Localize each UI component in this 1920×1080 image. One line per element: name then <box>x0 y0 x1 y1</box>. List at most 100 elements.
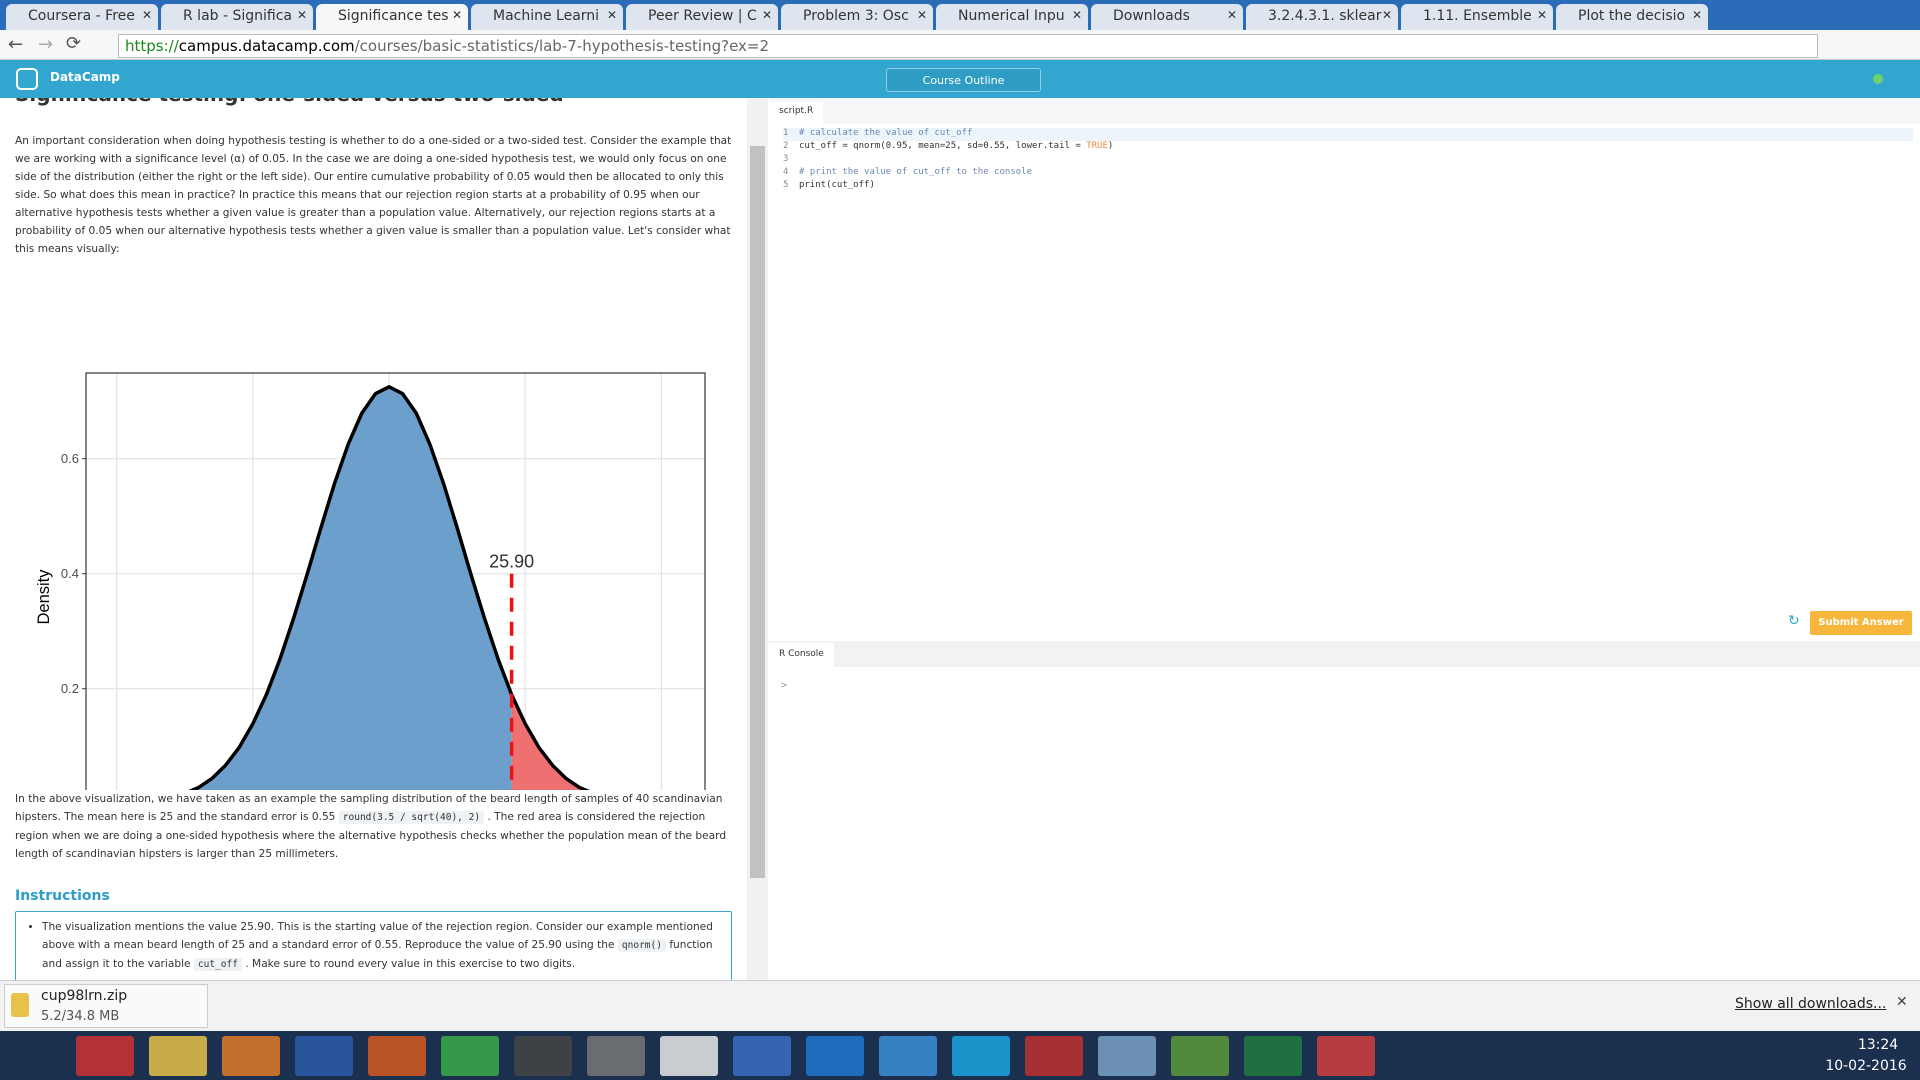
file-icon <box>11 993 29 1017</box>
y-tick-label: 0.2 <box>61 681 79 696</box>
taskbar-icon[interactable] <box>149 1036 207 1076</box>
taskbar-icon[interactable] <box>1171 1036 1229 1076</box>
after-text: In the above visualization, we have take… <box>15 790 733 863</box>
text: . The red area is considered the rejecti… <box>15 811 727 860</box>
inline-code: cut_off <box>193 958 242 971</box>
status-dot <box>1873 74 1883 84</box>
code-token: print(cut_off) <box>799 180 875 190</box>
browser-tab[interactable]: Problem 3: Osc ✕ <box>781 4 933 30</box>
submit-button[interactable]: Submit Answer <box>1810 611 1912 635</box>
taskbar-icon[interactable] <box>587 1036 645 1076</box>
back-button[interactable]: ← <box>8 34 24 55</box>
taskbar-icon[interactable] <box>879 1036 937 1076</box>
text: . Make sure to round every value in this… <box>241 958 576 970</box>
code-line: 3 <box>783 154 1913 167</box>
browser-tab[interactable]: Coursera - Free ✕ <box>6 4 158 30</box>
scrollbar[interactable] <box>747 98 768 980</box>
code-line: 5 print(cut_off) <box>783 180 1913 193</box>
tab-close: ✕ <box>296 8 307 22</box>
reset-button[interactable]: ↻ <box>1788 613 1800 629</box>
editor-tabbar: script.R <box>769 98 1920 124</box>
code-line: 1 # calculate the value of cut_off <box>783 128 1913 141</box>
browser-tab[interactable]: Numerical Inpu ✕ <box>936 4 1088 30</box>
density-chart: 0.00.20.40.6232425262725.90Hipster beard… <box>35 372 706 790</box>
line-number: 1 <box>783 128 789 138</box>
intro-text: An important consideration when doing hy… <box>15 135 732 255</box>
taskbar-icon[interactable] <box>1025 1036 1083 1076</box>
tab-title: Numerical Inpu <box>958 8 1065 24</box>
browser-tab[interactable]: Downloads ✕ <box>1091 4 1243 30</box>
code-line: 4 # print the value of cut_off to the con… <box>783 167 1913 180</box>
tab-close: ✕ <box>761 8 772 22</box>
line-number: 2 <box>783 141 789 151</box>
download-item[interactable]: cup98lrn.zip 5.2/34.8 MB <box>4 984 208 1028</box>
browser-tab[interactable]: R lab - Significa ✕ <box>161 4 313 30</box>
code-editor[interactable]: 1 # calculate the value of cut_off 2 cut_of… <box>769 128 1920 208</box>
taskbar-icon[interactable] <box>1098 1036 1156 1076</box>
code-token: # calculate the value of cut_off <box>799 128 973 138</box>
code-token: # print the value of cut_off to the cons… <box>799 167 1032 177</box>
console-tab[interactable]: R Console <box>769 643 834 667</box>
brand[interactable]: DataCamp <box>50 70 120 84</box>
address-bar[interactable]: https://campus.datacamp.com/courses/basi… <box>118 34 1818 58</box>
tab-title: Significance tes <box>338 8 449 24</box>
url-path: /courses/basic-statistics/lab-7-hypothes… <box>354 37 770 55</box>
tab-close: ✕ <box>1536 8 1547 22</box>
taskbar-icon[interactable] <box>733 1036 791 1076</box>
course-outline[interactable]: Course Outline <box>886 68 1041 92</box>
browser-tab[interactable]: 1.11. Ensemble ✕ <box>1401 4 1553 30</box>
y-tick-label: 0.6 <box>61 451 79 466</box>
density-line <box>188 385 590 790</box>
close-downloads[interactable]: ✕ <box>1896 994 1908 1010</box>
tab-close: ✕ <box>141 8 152 22</box>
tab-close: ✕ <box>916 8 927 22</box>
scroll-thumb[interactable] <box>750 146 765 878</box>
tab-title: Peer Review | C <box>648 8 757 24</box>
lesson-pane: Significance testing: one-sided versus t… <box>0 98 747 980</box>
download-bar: cup98lrn.zip 5.2/34.8 MB Show all downlo… <box>0 980 1920 1031</box>
browser-tab[interactable]: Peer Review | C ✕ <box>626 4 778 30</box>
taskbar-icon[interactable] <box>368 1036 426 1076</box>
tab-title: Downloads <box>1113 8 1190 24</box>
tab-title: 3.2.4.3.1. sklear <box>1268 8 1382 24</box>
show-all-downloads[interactable]: Show all downloads... <box>1735 996 1887 1012</box>
file-progress: 5.2/34.8 MB <box>41 1009 120 1024</box>
inline-code: qnorm() <box>617 939 666 952</box>
nav-label: Course Outline <box>922 74 1005 87</box>
code-token: TRUE <box>1086 141 1108 151</box>
code-line: 2 cut_off = qnorm(0.95, mean=25, sd=0.55,… <box>783 141 1913 154</box>
browser-tab[interactable]: 3.2.4.3.1. sklear ✕ <box>1246 4 1398 30</box>
editor-tab[interactable]: script.R <box>769 102 824 124</box>
tab-title: 1.11. Ensemble <box>1423 8 1532 24</box>
logo <box>16 68 38 90</box>
taskbar-icon[interactable] <box>222 1036 280 1076</box>
taskbar-icon[interactable] <box>952 1036 1010 1076</box>
browser-tab[interactable]: Significance tes ✕ <box>316 4 468 30</box>
instruction-item: The visualization mentions the value 25.… <box>42 918 722 974</box>
tab-close: ✕ <box>1071 8 1082 22</box>
tab-title: Plot the decisio <box>1578 8 1686 24</box>
taskbar-icon[interactable] <box>1244 1036 1302 1076</box>
taskbar-icon[interactable] <box>660 1036 718 1076</box>
y-axis-title: Density <box>35 569 53 625</box>
browser-tab[interactable]: Machine Learni ✕ <box>471 4 623 30</box>
tab-title: Machine Learni <box>493 8 600 24</box>
taskbar-icon[interactable] <box>295 1036 353 1076</box>
taskbar-icon[interactable] <box>806 1036 864 1076</box>
text: The visualization mentions the value 25.… <box>42 921 713 951</box>
tab-close: ✕ <box>606 8 617 22</box>
taskbar-icon[interactable] <box>441 1036 499 1076</box>
reload-button[interactable]: ⟳ <box>66 33 82 54</box>
acceptance-area <box>192 386 512 790</box>
browser-tab[interactable]: Plot the decisio ✕ <box>1556 4 1708 30</box>
tab-strip: Coursera - Free ✕ R lab - Significa ✕ Signif… <box>0 0 1920 30</box>
taskbar-icon[interactable] <box>1317 1036 1375 1076</box>
taskbar-icon[interactable] <box>76 1036 134 1076</box>
tab-close: ✕ <box>1226 8 1237 22</box>
clock-time: 13:24 <box>1857 1037 1899 1053</box>
taskbar-icon[interactable] <box>514 1036 572 1076</box>
editor-pane: script.R 1 # calculate the value of cut_o… <box>769 98 1920 980</box>
code-token: cut_off = qnorm(0.95, mean=25, sd=0.55, … <box>799 141 1087 151</box>
